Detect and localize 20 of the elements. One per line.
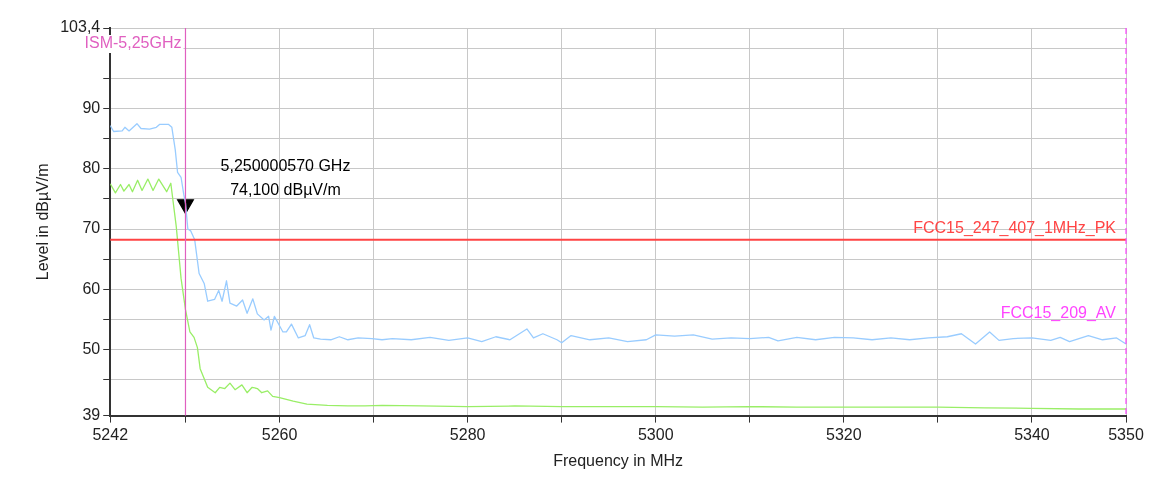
x-tick-label: 5260 <box>261 425 298 443</box>
x-tick-label: 5320 <box>826 425 862 443</box>
data-label: 5,250000570 GHz 74,100 dBµV/m <box>220 156 351 198</box>
y-tick-label: 103,4 <box>60 18 101 36</box>
x-tick-label: 5242 <box>92 425 129 443</box>
x-tick-label: 5300 <box>637 425 674 443</box>
ref-line-label: FCC15_247_407_1MHz_PK <box>913 219 1117 238</box>
x-tick-label: 5340 <box>1014 425 1050 443</box>
y-tick-label: 90 <box>82 99 101 117</box>
ref-line-label: ISM-5,25GHz <box>84 34 182 52</box>
y-tick-label: 70 <box>82 219 101 237</box>
annotation: FCC15_209_AV <box>1000 303 1117 322</box>
y-tick-label: 50 <box>82 339 101 357</box>
y-tick-label: 60 <box>82 279 101 297</box>
x-axis-title: Frequency in MHz <box>553 451 684 469</box>
y-tick-label: 80 <box>82 159 101 177</box>
x-tick-label: 5350 <box>1108 425 1144 443</box>
x-tick-label: 5280 <box>449 425 486 443</box>
y-tick-label: 39 <box>82 406 101 424</box>
y-axis-title: Level in dBµV/m <box>34 163 52 281</box>
